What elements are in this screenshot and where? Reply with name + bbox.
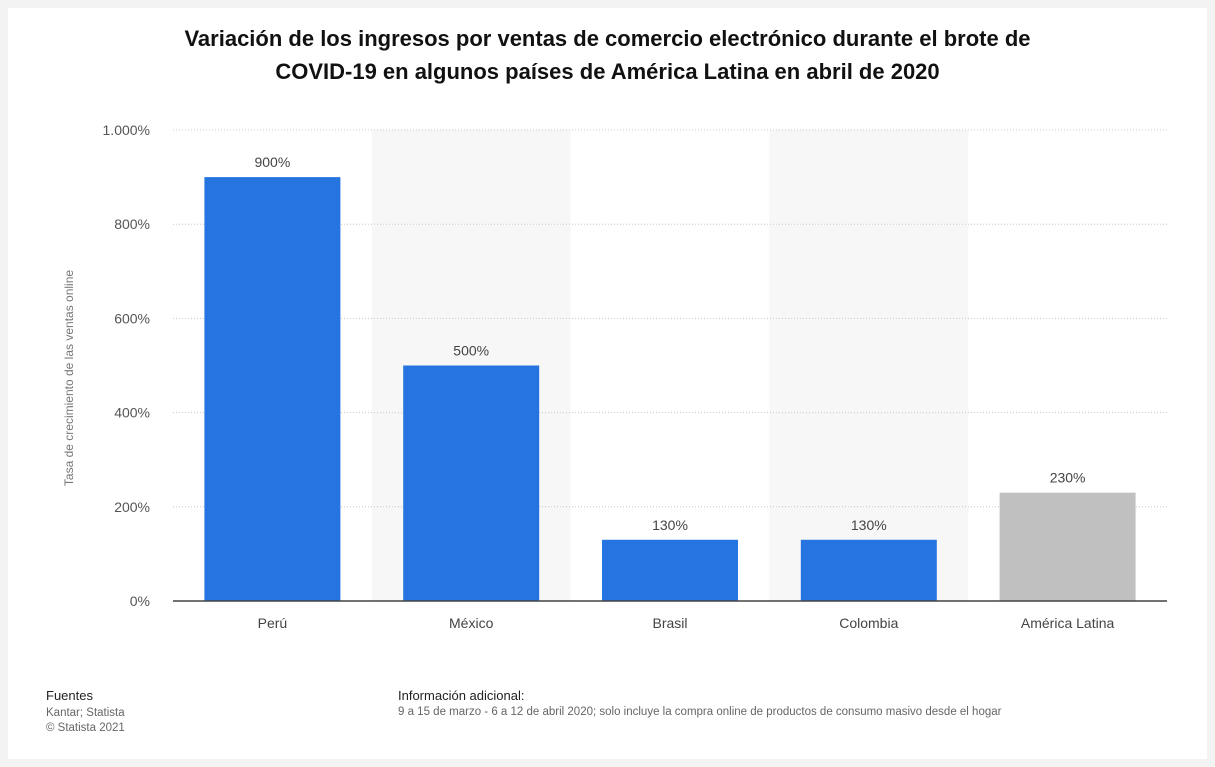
value-label: 130%: [652, 517, 688, 533]
y-tick-label: 0%: [130, 593, 150, 609]
chart-title-line-1: Variación de los ingresos por ventas de …: [184, 26, 1031, 51]
y-tick-label: 400%: [114, 405, 150, 421]
chart-title-line-2: COVID-19 en algunos países de América La…: [275, 59, 940, 84]
chart-title: Variación de los ingresos por ventas de …: [0, 22, 1215, 88]
y-tick-label: 200%: [114, 499, 150, 515]
y-axis-label: Tasa de crecimiento de las ventas online: [62, 270, 76, 486]
y-tick-label: 600%: [114, 310, 150, 326]
x-axis-ticks: Perú México Brasil Colombia América Latina: [258, 615, 1115, 631]
x-tick-label: Perú: [258, 615, 288, 631]
x-tick-label: América Latina: [1021, 615, 1115, 631]
sources-text: Kantar; Statista © Statista 2021: [46, 706, 125, 736]
info-heading: Información adicional:: [398, 688, 525, 703]
info-text: 9 a 15 de marzo - 6 a 12 de abril 2020; …: [398, 706, 1002, 718]
value-label: 500%: [453, 343, 489, 359]
value-label: 130%: [851, 517, 887, 533]
y-tick-label: 800%: [114, 216, 150, 232]
category-band: [769, 130, 969, 601]
bar[interactable]: [602, 539, 738, 601]
bar[interactable]: [204, 177, 341, 601]
y-axis-ticks: 0% 200% 400% 600% 800% 1.000%: [103, 122, 150, 609]
y-tick-label: 1.000%: [103, 122, 150, 138]
bar[interactable]: [800, 539, 937, 601]
value-label: 230%: [1050, 470, 1086, 486]
sources-heading: Fuentes: [46, 688, 93, 703]
bar[interactable]: [403, 365, 540, 602]
x-tick-label: Brasil: [652, 615, 687, 631]
x-tick-label: Colombia: [839, 615, 898, 631]
value-label: 900%: [254, 154, 290, 170]
bar[interactable]: [999, 492, 1136, 601]
value-labels: 900% 500% 130% 130% 230%: [254, 154, 1085, 533]
x-tick-label: México: [449, 615, 494, 631]
sources-line: Kantar; Statista: [46, 707, 125, 719]
copyright-line: © Statista 2021: [46, 722, 125, 734]
bars: [204, 177, 1136, 602]
